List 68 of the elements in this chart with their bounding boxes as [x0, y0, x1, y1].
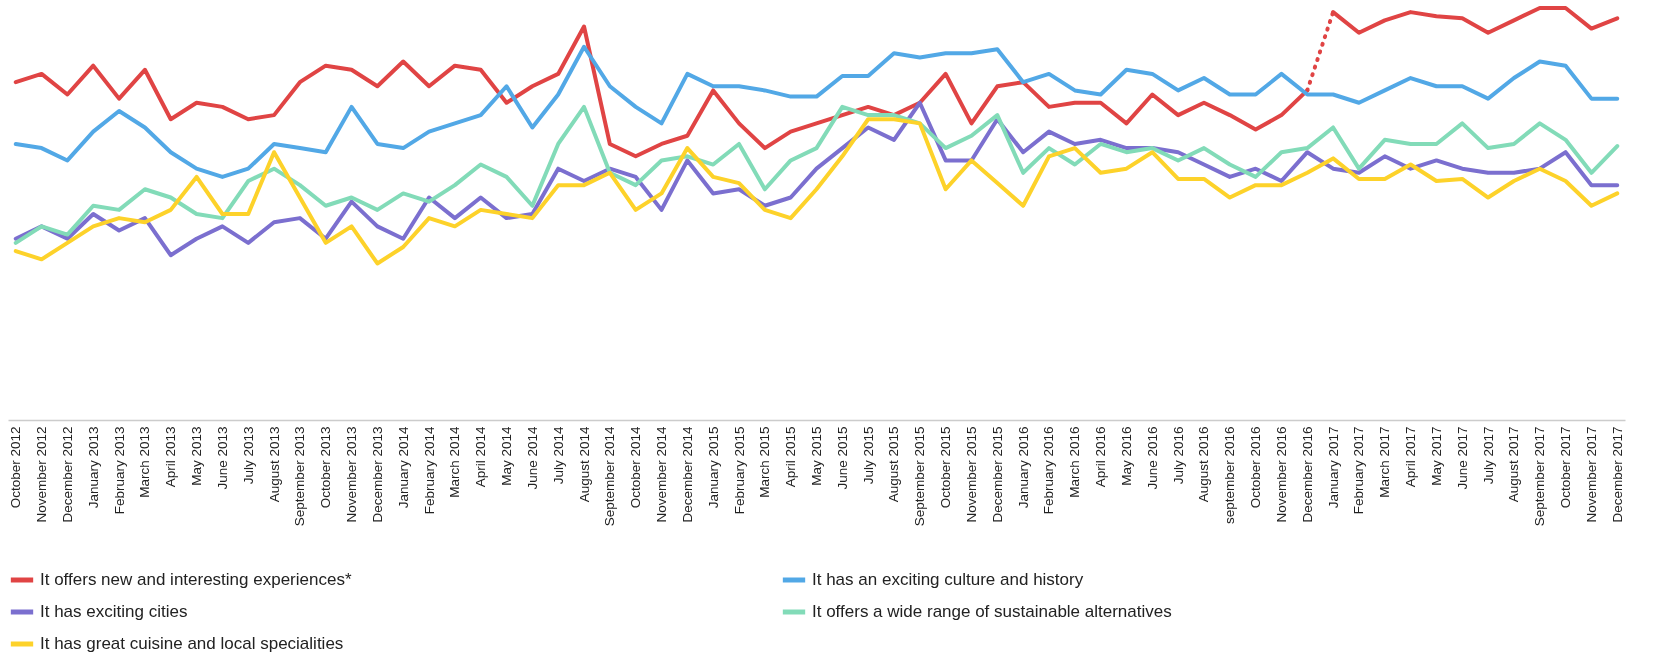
x-tick-label: September 2014: [602, 426, 618, 527]
legend-label: It offers a wide range of sustainable alternatives: [812, 602, 1172, 621]
x-tick-label: October 2013: [318, 426, 334, 509]
x-tick-label: December 2012: [59, 426, 75, 523]
x-tick-label: August 2013: [266, 426, 282, 503]
x-tick-label: May 2016: [1118, 426, 1134, 486]
x-tick-label: April 2013: [163, 426, 179, 488]
x-tick-label: October 2012: [8, 426, 24, 509]
x-tick-label: March 2013: [137, 426, 153, 498]
x-tick-label: March 2017: [1377, 426, 1393, 498]
x-tick-label: April 2014: [473, 426, 489, 488]
x-tick-label: December 2013: [369, 426, 385, 523]
x-tick-label: August 2017: [1506, 426, 1522, 503]
x-tick-label: June 2013: [214, 426, 230, 490]
x-tick-label: January 2013: [85, 426, 101, 509]
x-tick-label: April 2017: [1403, 426, 1419, 488]
x-tick-label: June 2017: [1454, 426, 1470, 490]
x-tick-label: August 2016: [1196, 426, 1212, 503]
x-tick-label: September 2015: [912, 426, 928, 527]
x-tick-label: February 2017: [1351, 426, 1367, 515]
x-tick-label: April 2016: [1093, 426, 1109, 488]
x-tick-label: May 2015: [809, 426, 824, 486]
x-tick-label: December 2014: [679, 426, 695, 523]
x-tick-label: July 2016: [1170, 426, 1186, 485]
x-tick-label: October 2014: [628, 426, 644, 509]
x-tick-label: August 2014: [576, 426, 592, 503]
x-tick-label: November 2015: [963, 426, 979, 523]
legend-label: It has great cuisine and local specialities: [40, 634, 344, 653]
legend-label: It has an exciting culture and history: [812, 570, 1084, 589]
x-tick-label: December 2017: [1609, 426, 1625, 523]
x-tick-label: March 2015: [757, 426, 773, 498]
legend-label: It has exciting cities: [40, 602, 188, 621]
x-tick-label: January 2014: [395, 426, 411, 509]
x-tick-label: July 2014: [550, 426, 566, 485]
x-tick-label: January 2015: [705, 426, 721, 509]
x-tick-label: November 2016: [1273, 426, 1289, 523]
x-tick-label: February 2013: [111, 426, 127, 515]
x-tick-label: May 2014: [499, 426, 515, 486]
x-tick-label: October 2017: [1558, 426, 1574, 509]
x-tick-label: October 2016: [1248, 426, 1264, 509]
x-tick-label: January 2017: [1325, 426, 1341, 509]
x-tick-label: July 2015: [860, 426, 876, 485]
x-tick-label: January 2016: [1015, 426, 1031, 509]
x-tick-label: June 2014: [524, 426, 540, 490]
x-tick-label: July 2013: [240, 426, 256, 485]
x-tick-label: May 2017: [1428, 426, 1444, 486]
legend-label: It offers new and interesting experiences*: [40, 570, 352, 589]
x-tick-label: March 2014: [447, 426, 463, 498]
x-tick-label: December 2016: [1299, 426, 1315, 523]
x-tick-label: May 2013: [189, 426, 205, 486]
x-tick-label: November 2013: [344, 426, 360, 523]
x-tick-label: February 2016: [1041, 426, 1057, 515]
x-tick-label: September 2013: [292, 426, 308, 527]
x-tick-label: October 2015: [938, 426, 954, 509]
x-tick-label: November 2017: [1583, 426, 1599, 523]
x-tick-label: June 2016: [1144, 426, 1160, 490]
x-tick-label: June 2015: [834, 426, 850, 490]
x-tick-label: september 2016: [1222, 426, 1238, 525]
x-tick-label: July 2017: [1480, 426, 1496, 485]
x-tick-label: March 2016: [1067, 426, 1083, 498]
x-tick-label: August 2015: [886, 426, 902, 503]
x-tick-label: November 2012: [34, 426, 50, 523]
x-tick-label: February 2015: [731, 426, 747, 515]
x-tick-label: February 2014: [421, 426, 437, 515]
x-tick-label: December 2015: [989, 426, 1005, 523]
x-tick-label: November 2014: [654, 426, 670, 523]
x-tick-label: September 2017: [1532, 426, 1548, 527]
x-tick-label: April 2015: [783, 426, 799, 488]
